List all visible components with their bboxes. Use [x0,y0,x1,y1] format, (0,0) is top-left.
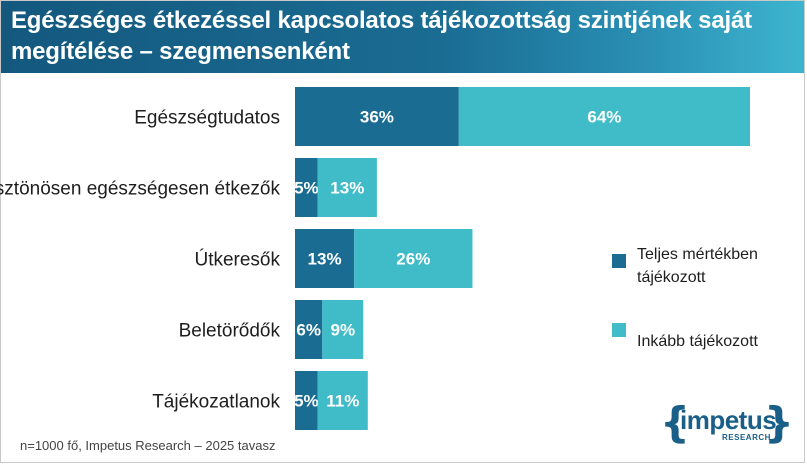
category-label: Útkeresők [194,249,280,271]
data-label: 13% [330,179,364,198]
legend-swatch [612,254,626,268]
bar-segment-fully-informed [295,229,355,288]
data-label: 11% [326,392,359,411]
bar-segment-rather-informed [317,371,368,430]
data-label: 26% [396,250,430,269]
logo-sub-text: RESEARCH [722,433,771,442]
legend-label: Inkább tájékozott [637,333,759,350]
category-label: Ösztönösen egészségesen étkezők [0,179,280,200]
logo-main-text: impetus [680,405,777,435]
bar-segment-rather-informed [322,300,364,359]
bar-segment-rather-informed [317,158,377,217]
logo-right-brace-icon: } [764,398,794,447]
logo-left-brace-icon: { [660,398,690,447]
title-bar: Egészséges étkezéssel kapcsolatos tájéko… [1,1,804,73]
bar-segment-fully-informed [295,371,318,430]
chart-title: Egészséges étkezéssel kapcsolatos tájéko… [11,7,752,65]
data-label: 36% [360,108,394,127]
data-label: 9% [330,321,355,340]
bar-segment-rather-informed [354,229,473,288]
bar-segment-fully-informed [295,158,318,217]
data-label: 13% [308,250,342,269]
category-label: Tájékozatlanok [152,392,280,413]
data-label: 6% [296,321,321,340]
category-label: Egészségtudatos [134,108,280,129]
footnote: n=1000 fő, Impetus Research – 2025 tavas… [20,438,276,453]
category-label: Beletörődők [179,321,281,342]
bar-segment-fully-informed [295,300,323,359]
bar-segment-fully-informed [295,87,459,146]
impetus-logo: { impetus RESEARCH } [660,398,794,448]
data-label: 5% [294,392,319,411]
legend-label: Teljes mértékben tájékozott [637,246,758,286]
data-label: 64% [587,108,621,127]
data-label: 5% [294,179,319,198]
bar-segment-rather-informed [458,87,750,146]
legend-swatch [612,323,626,337]
